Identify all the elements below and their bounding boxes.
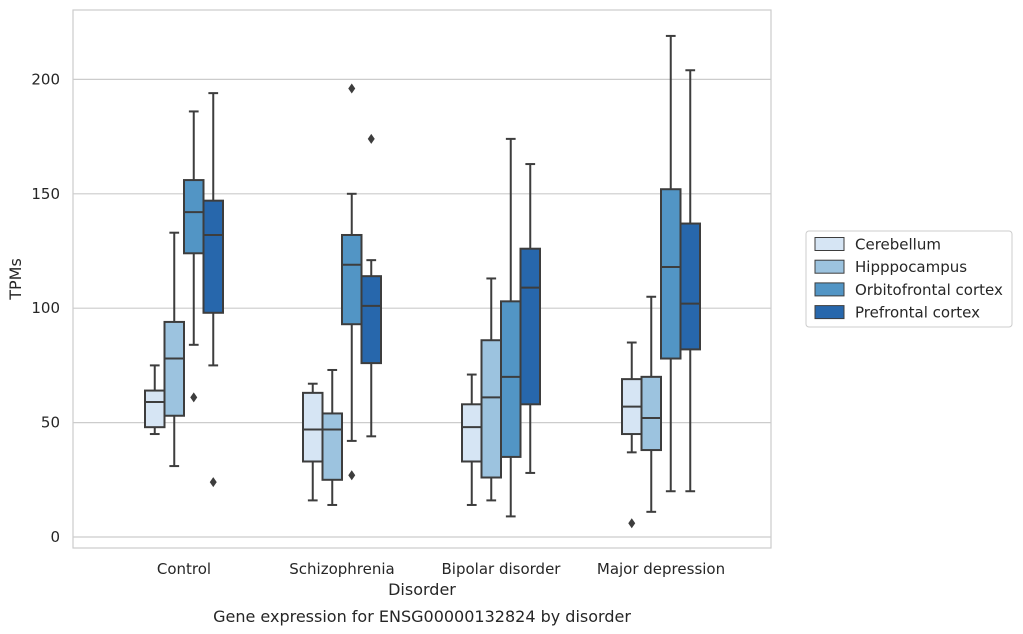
box-hipppocampus: [321, 368, 343, 506]
x-tick-label: Bipolar disorder: [442, 560, 562, 578]
iqr-box: [321, 412, 343, 481]
box-prefrontal-cortex: [202, 92, 224, 488]
iqr-box: [183, 179, 205, 255]
legend-swatch: [814, 305, 845, 320]
box-hipppocampus: [480, 277, 502, 502]
legend-swatch: [814, 237, 845, 251]
x-tick-label: Schizophrenia: [289, 560, 394, 578]
legend-swatch: [814, 282, 845, 297]
y-axis-title: TPMs: [6, 258, 25, 301]
iqr-box: [660, 188, 682, 360]
outlier-point: [628, 518, 636, 529]
y-tick-label: 200: [31, 70, 60, 88]
iqr-box: [640, 375, 662, 452]
outlier-point: [367, 133, 375, 144]
y-tick-label: 50: [41, 414, 60, 432]
y-tick-label: 100: [31, 299, 60, 317]
y-tick-label: 150: [31, 185, 60, 203]
iqr-box: [144, 389, 166, 429]
iqr-box: [461, 403, 483, 463]
box-orbitofrontal-cortex: [341, 83, 363, 481]
iqr-box: [360, 275, 382, 365]
legend-label: Prefrontal cortex: [855, 304, 980, 322]
chart-caption: Gene expression for ENSG00000132824 by d…: [213, 607, 631, 626]
box-orbitofrontal-cortex: [500, 137, 522, 518]
iqr-box: [679, 222, 701, 351]
outlier-point: [209, 477, 217, 488]
box-prefrontal-cortex: [360, 133, 382, 438]
iqr-box: [202, 199, 224, 314]
plot-frame: [72, 9, 772, 549]
box-cerebellum: [621, 341, 643, 529]
box-cerebellum: [302, 382, 324, 502]
box-hipppocampus: [640, 295, 662, 513]
iqr-box: [500, 300, 522, 458]
legend-label: Orbitofrontal cortex: [855, 281, 1003, 299]
x-axis-title: Disorder: [388, 580, 456, 599]
box-orbitofrontal-cortex: [183, 110, 205, 403]
box-prefrontal-cortex: [519, 163, 541, 474]
legend-label: Cerebellum: [855, 236, 941, 254]
iqr-box: [163, 320, 185, 417]
box-orbitofrontal-cortex: [660, 34, 682, 493]
y-tick-label: 0: [50, 528, 60, 546]
outlier-point: [348, 83, 356, 94]
iqr-box: [519, 247, 541, 406]
iqr-box: [302, 391, 324, 463]
legend-swatch: [814, 259, 845, 274]
box-prefrontal-cortex: [679, 69, 701, 493]
legend-frame: [805, 230, 1013, 328]
box-hipppocampus: [163, 231, 185, 468]
legend-label: Hipppocampus: [855, 258, 967, 276]
outlier-point: [348, 470, 356, 481]
box-groups: [144, 34, 701, 529]
x-tick-label: Major depression: [597, 560, 725, 578]
legend: Cerebellum Hipppocampus Orbitofrontal cort…: [805, 230, 1013, 328]
box-cerebellum: [461, 373, 483, 506]
box-cerebellum: [144, 364, 166, 436]
iqr-box: [341, 233, 363, 326]
x-tick-label: Control: [157, 560, 211, 578]
axis-ticks: 0 50 100 150 200 Control Schizophrenia Bipolar …: [31, 70, 725, 578]
iqr-box: [480, 339, 502, 479]
outlier-point: [190, 392, 198, 403]
